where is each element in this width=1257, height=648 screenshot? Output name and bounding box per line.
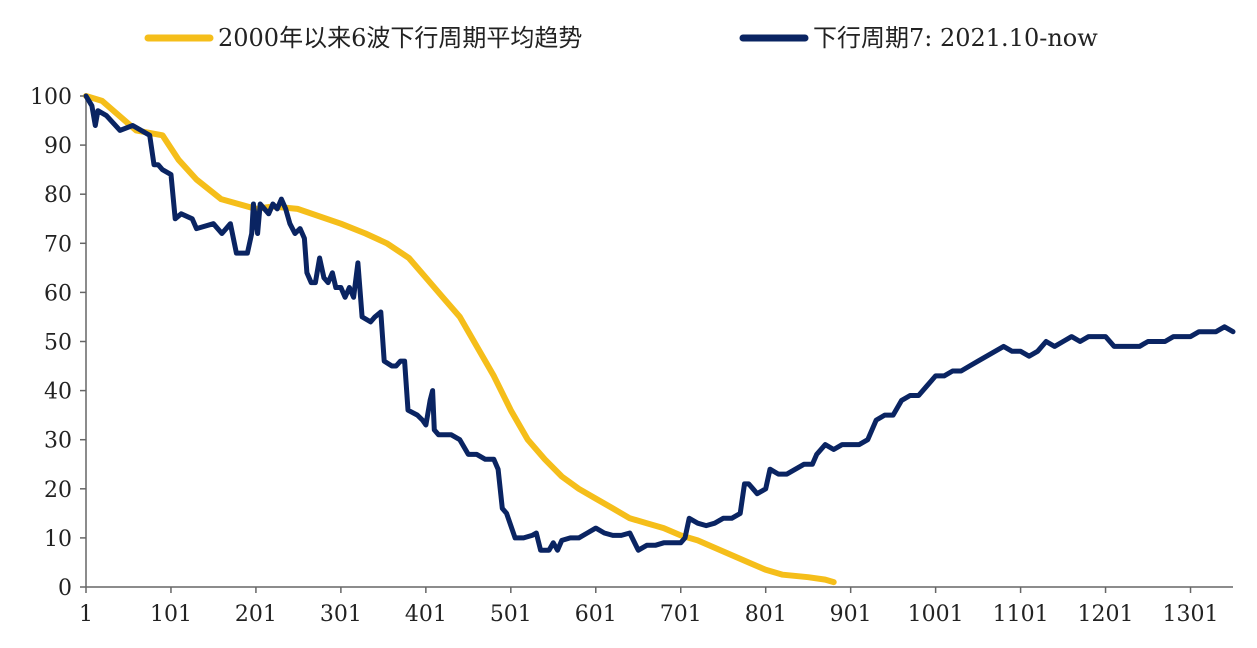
legend-item-cycle-7: 下行周期7: 2021.10-now <box>739 24 1098 52</box>
y-tick-label: 20 <box>44 478 72 503</box>
y-tick-label: 80 <box>44 183 72 208</box>
x-tick-label: 1 <box>79 602 93 627</box>
legend-label-cycle-7: 下行周期7: 2021.10-now <box>813 24 1098 52</box>
y-tick-label: 30 <box>44 429 72 454</box>
y-tick-label: 50 <box>44 331 72 356</box>
y-tick-label: 70 <box>44 232 72 257</box>
x-tick-label: 701 <box>660 602 702 627</box>
y-tick-label: 90 <box>44 134 72 159</box>
series-layer <box>83 93 1236 586</box>
y-tick-label: 0 <box>58 576 72 601</box>
y-axis-ticks: 0 10 20 30 40 50 60 70 80 90 100 <box>30 85 86 601</box>
legend-item-average-trend: 2000年以来6波下行周期平均趋势 <box>144 24 582 52</box>
x-tick-label: 1001 <box>908 602 964 627</box>
y-tick-label: 100 <box>30 85 72 110</box>
x-tick-label: 501 <box>490 602 532 627</box>
x-tick-label: 601 <box>575 602 617 627</box>
x-tick-label: 401 <box>405 602 447 627</box>
series-line-cycle-7 <box>83 93 1236 553</box>
x-tick-label: 801 <box>745 602 787 627</box>
x-tick-label: 1101 <box>993 602 1049 627</box>
y-tick-label: 40 <box>44 380 72 405</box>
x-tick-label: 1301 <box>1163 602 1219 627</box>
x-tick-label: 301 <box>320 602 362 627</box>
y-tick-label: 60 <box>44 281 72 306</box>
x-tick-label: 901 <box>830 602 872 627</box>
y-tick-label: 10 <box>44 527 72 552</box>
legend: 2000年以来6波下行周期平均趋势 下行周期7: 2021.10-now <box>144 24 1098 52</box>
x-tick-label: 201 <box>235 602 277 627</box>
x-tick-label: 1201 <box>1078 602 1134 627</box>
series-line-average-trend <box>83 93 837 586</box>
x-axis-ticks: 1 101 201 301 401 501 601 701 801 901 1001 1101 1201… <box>79 587 1219 627</box>
legend-label-average-trend: 2000年以来6波下行周期平均趋势 <box>218 24 582 52</box>
x-tick-label: 101 <box>150 602 192 627</box>
